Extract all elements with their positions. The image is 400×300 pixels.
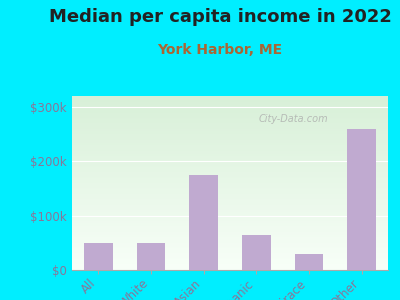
Text: York Harbor, ME: York Harbor, ME [158,44,282,58]
Bar [242,235,271,270]
Bar [189,175,218,270]
Text: City-Data.com: City-Data.com [258,114,328,124]
Bar [84,243,113,270]
Bar [347,129,376,270]
Text: Median per capita income in 2022: Median per capita income in 2022 [48,8,392,26]
Bar [136,243,166,270]
Bar [294,254,324,270]
